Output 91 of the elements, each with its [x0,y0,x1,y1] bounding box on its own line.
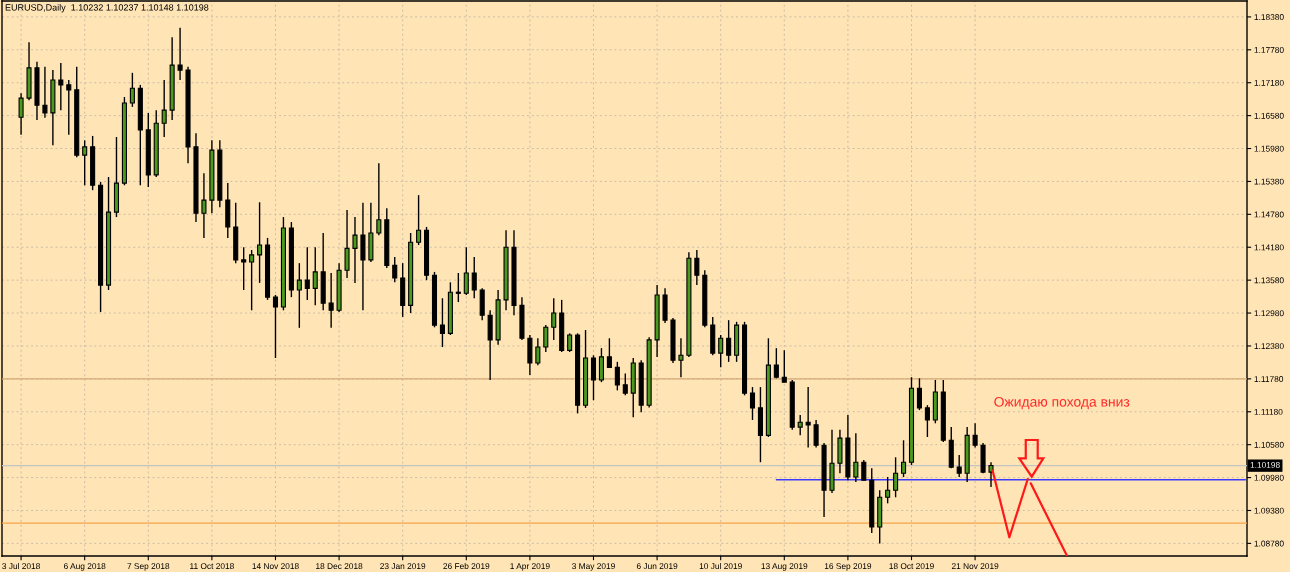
candlestick [463,246,469,296]
y-tick-label: 1.14180 [1254,244,1284,251]
x-tick-label: 23 Jan 2019 [380,563,426,570]
candlestick [42,66,48,119]
candlestick [272,294,279,359]
x-tick-label: 6 Aug 2018 [64,563,106,571]
candlestick [590,354,597,401]
y-tick-label: 1.13580 [1254,277,1284,284]
candlestick [813,419,819,449]
candlestick [551,297,557,341]
x-tick-label: 16 Sep 2019 [824,563,872,571]
candlestick [328,272,334,329]
candlestick [622,372,628,397]
candlestick [312,246,318,307]
ref-line-label: 1.10198 [1250,461,1280,468]
candlestick [678,337,684,378]
candlestick [694,249,700,286]
candlestick [749,386,756,421]
x-tick-label: 14 Nov 2018 [252,563,299,570]
y-tick-label: 1.10580 [1254,441,1284,448]
candlestick [471,256,477,299]
candlestick [893,456,899,499]
candlestick [606,337,612,369]
candlestick [18,92,24,136]
candlestick [614,361,620,392]
y-tick-label: 1.09980 [1254,474,1284,481]
candlestick [249,249,255,312]
x-tick-label: 18 Dec 2018 [316,563,363,570]
x-tick-label: 3 Jul 2018 [2,562,40,570]
candlestick [257,201,263,284]
x-tick-label: 10 Jul 2019 [699,562,742,570]
chart-title: EURUSD,Daily 1.10232 1.10237 1.10148 1.10198 [5,4,209,13]
y-tick-label: 1.17180 [1254,79,1284,86]
candlestick [718,334,724,369]
candlestick [781,349,787,383]
candlestick [861,459,867,482]
y-tick-label: 1.17780 [1254,47,1284,53]
x-tick-label: 26 Feb 2019 [443,562,490,570]
candlestick [773,347,779,380]
candlestick [535,337,541,366]
candlestick [726,319,732,363]
candlestick [344,209,350,279]
x-tick-label: 11 Oct 2018 [190,563,234,570]
candlestick [352,216,358,284]
x-tick-label: 21 Nov 2019 [951,563,999,570]
candlestick [805,386,811,449]
candlestick [598,347,604,383]
x-tick-label: 7 Sep 2018 [127,563,170,571]
x-tick-label: 6 Jun 2019 [636,563,678,570]
candlestick [455,272,461,303]
y-tick-label: 1.14780 [1254,211,1284,218]
y-tick-label: 1.15980 [1254,145,1284,152]
candlestick [416,194,422,246]
candlestick [129,72,135,108]
y-tick-label: 1.11780 [1254,376,1284,382]
y-tick-label: 1.08780 [1254,540,1284,547]
candlestick [567,332,573,353]
x-tick-label: 18 Oct 2019 [889,563,934,570]
y-tick-label: 1.12380 [1254,343,1284,350]
candlestick [439,297,445,348]
candlestick [241,246,247,291]
candlestick [972,422,978,449]
x-tick-label: 3 May 2019 [572,563,615,571]
candlestick [901,439,907,478]
candlestick [82,139,88,186]
candlestick [392,256,398,284]
candlestick [924,404,930,438]
x-tick-label: 1 Apr 2019 [510,563,550,571]
candlestick [58,62,64,111]
y-tick-label: 1.15380 [1254,178,1284,185]
candlestick [853,432,859,483]
candlestick [376,162,382,236]
candlestick [956,454,962,478]
y-tick-label: 1.12980 [1254,310,1284,317]
annotation: Ожидаю похода вниз [994,396,1130,410]
candlestick [885,476,891,505]
y-tick-label: 1.11180 [1254,408,1283,415]
y-tick-label: 1.09380 [1254,507,1284,514]
candlestick [797,414,803,437]
candlestick [161,79,167,138]
candlestick [543,324,549,353]
candlestick [201,172,207,239]
candlestick [916,377,922,411]
candlestick [66,79,72,136]
x-tick-label: 13 Aug 2019 [761,563,808,571]
candlestick [988,461,994,488]
y-tick-label: 1.18380 [1254,14,1284,21]
candlestick [304,246,310,301]
y-tick-label: 1.16580 [1254,112,1284,119]
candlestick [296,262,302,329]
candlestick [177,27,183,81]
